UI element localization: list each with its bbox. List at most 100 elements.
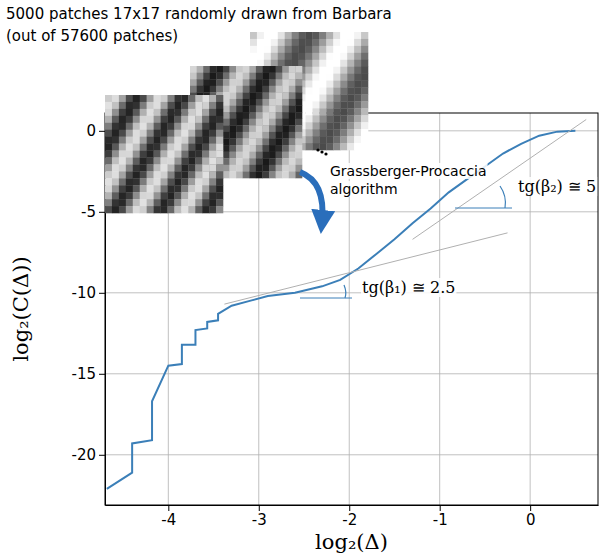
patch-pixel (209, 116, 216, 123)
patch-pixel (203, 73, 210, 80)
patch-pixel (312, 115, 319, 122)
patch-pixel (243, 138, 250, 145)
patch-pixel (119, 95, 126, 102)
patch-pixel (340, 32, 347, 39)
patch-pixel (216, 171, 223, 178)
subtitle: (out of 57600 patches) (6, 27, 178, 45)
patch-pixel (181, 178, 188, 185)
patch-pixel (210, 158, 217, 165)
patch-pixel (223, 158, 230, 165)
tick-label: -5 (81, 203, 96, 221)
patch-pixel (306, 143, 313, 150)
patch-pixel (295, 73, 302, 80)
patch-pixel (216, 86, 223, 93)
patch-pixel (223, 125, 230, 132)
patch-pixel (147, 144, 154, 151)
patch-pixel (295, 119, 302, 126)
patch-pixel (154, 199, 161, 206)
patch-pixel (230, 79, 237, 86)
patch-pixel (276, 119, 283, 126)
patch-pixel (223, 92, 230, 99)
patch-pixel (195, 157, 202, 164)
patch-pixel (289, 152, 296, 159)
patch-pixel (112, 116, 119, 123)
patch-pixel (282, 158, 289, 165)
patch-pixel (223, 66, 230, 73)
patch-pixel (347, 136, 354, 143)
patch-pixel (154, 116, 161, 123)
patch-pixel (112, 164, 119, 171)
patch-pixel (223, 165, 230, 172)
patch-pixel (181, 137, 188, 144)
patch-pixel (188, 171, 195, 178)
patch-pixel (250, 46, 257, 53)
patch-pixel (230, 119, 237, 126)
patch-pixel (161, 102, 168, 109)
patch-pixel (282, 99, 289, 106)
patch-pixel (312, 81, 319, 88)
patch-pixel (112, 130, 119, 137)
patch-pixel (340, 136, 347, 143)
patch-pixel (319, 101, 326, 108)
patch-pixel (147, 130, 154, 137)
patch-pixel (195, 102, 202, 109)
tick: -15 (72, 365, 106, 383)
patch-pixel (209, 157, 216, 164)
patch-pixel (188, 199, 195, 206)
patch-pixel (269, 158, 276, 165)
patch-pixel (262, 73, 269, 80)
patch-pixel (256, 86, 263, 93)
patch-pixel (181, 102, 188, 109)
tick-mark (99, 293, 105, 294)
patch-pixel (203, 165, 210, 172)
patch-pixel (333, 143, 340, 150)
patch-pixel (188, 137, 195, 144)
patch-pixel (154, 192, 161, 199)
patch-pixel (140, 109, 147, 116)
patch-pixel (167, 116, 174, 123)
patch-pixel (140, 116, 147, 123)
patch-pixel (210, 66, 217, 73)
patch-pixel (333, 136, 340, 143)
patch-pixel (333, 81, 340, 88)
patch-pixel (249, 106, 256, 113)
patch-pixel (282, 125, 289, 132)
patch-pixel (174, 95, 181, 102)
tick-mark (99, 374, 105, 375)
patch-pixel (216, 116, 223, 123)
patch-pixel (326, 67, 333, 74)
patch-pixel (282, 132, 289, 139)
tick-label: -2 (342, 511, 357, 529)
patch-pixel (209, 199, 216, 206)
tick-label: -4 (161, 511, 176, 529)
patch-pixel (319, 88, 326, 95)
patch-pixel (209, 144, 216, 151)
patch-pixel (340, 39, 347, 46)
patch-pixel (161, 164, 168, 171)
patch-pixel (289, 138, 296, 145)
patch-pixel (223, 152, 230, 159)
tick-label: -15 (72, 365, 97, 383)
patch-pixel (319, 136, 326, 143)
patch-pixel (112, 199, 119, 206)
patch-pixel (195, 144, 202, 151)
patch-pixel (236, 152, 243, 159)
patch-pixel (264, 39, 271, 46)
patch-pixel (167, 171, 174, 178)
patch-pixel (312, 108, 319, 115)
patch-pixel (216, 151, 223, 158)
patch-pixel (147, 164, 154, 171)
patch-pixel (333, 74, 340, 81)
arrow (300, 172, 323, 222)
tick: -10 (72, 284, 106, 302)
patch-pixel (126, 137, 133, 144)
patch-pixel (249, 165, 256, 172)
patch-pixel (347, 67, 354, 74)
patch-pixel (269, 66, 276, 73)
patch-pixel (271, 32, 278, 39)
patch-pixel (289, 125, 296, 132)
patch-pixel (276, 112, 283, 119)
patch-pixel (119, 109, 126, 116)
patch-pixel (340, 94, 347, 101)
patch-pixel (236, 138, 243, 145)
